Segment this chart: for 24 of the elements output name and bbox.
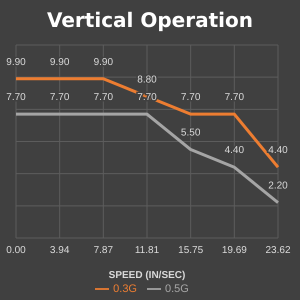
data-label: 7.70	[50, 92, 70, 104]
x-tick-label: 7.87	[94, 245, 114, 256]
data-label: 9.90	[50, 56, 70, 68]
data-label: 9.90	[6, 56, 26, 68]
x-tick-label: 15.75	[178, 245, 204, 256]
x-tick-label: 19.69	[222, 245, 248, 256]
x-tick-label: 3.94	[50, 245, 70, 256]
data-label: 7.70	[6, 92, 26, 104]
data-label: 4.40	[224, 145, 244, 156]
legend-label: 0.3G	[113, 282, 137, 295]
legend-label: 0.5G	[165, 282, 189, 295]
data-label: 9.90	[94, 56, 114, 68]
x-tick-label: 11.81	[134, 245, 160, 256]
data-label: 7.70	[224, 92, 244, 104]
data-label: 5.50	[180, 128, 201, 139]
data-label: 4.40	[268, 145, 288, 156]
data-label: 7.70	[94, 92, 114, 104]
data-label: 8.80	[137, 74, 158, 86]
x-tick-label: 0.00	[6, 245, 26, 256]
data-label: 7.70	[180, 92, 201, 104]
x-tick-label: 23.62	[265, 245, 291, 256]
data-label: 2.20	[268, 180, 288, 192]
x-axis-title: SPEED (IN/SEC)	[108, 270, 186, 281]
chart-title: Vertical Operation	[46, 8, 254, 32]
